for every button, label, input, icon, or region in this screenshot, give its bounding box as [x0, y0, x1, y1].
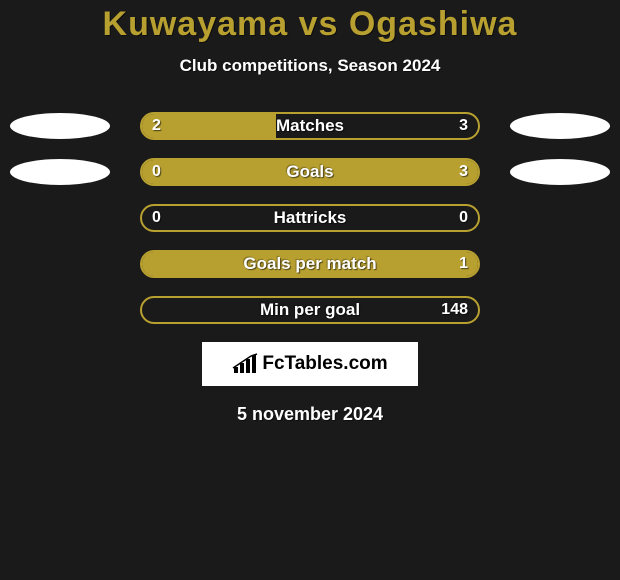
- stat-label: Goals per match: [243, 254, 376, 274]
- avatar-spacer: [10, 205, 110, 231]
- stat-row: 2 3 Matches: [0, 112, 620, 140]
- stat-label: Matches: [276, 116, 344, 136]
- bar-chart-icon: [232, 353, 258, 375]
- stat-row: 1 Goals per match: [0, 250, 620, 278]
- avatar-spacer: [510, 297, 610, 323]
- avatar-spacer: [510, 251, 610, 277]
- avatar-spacer: [510, 205, 610, 231]
- player-left-avatar: [10, 113, 110, 139]
- stat-value-right: 0: [459, 209, 468, 227]
- stat-label: Goals: [286, 162, 333, 182]
- stat-rows: 2 3 Matches 0 3 Goals 0 0 Hattricks 1 Goals per ma…: [0, 112, 620, 324]
- logo-content: FcTables.com: [232, 353, 387, 375]
- stat-value-right: 148: [441, 301, 468, 319]
- source-logo: FcTables.com: [202, 342, 418, 386]
- player-left-avatar: [10, 159, 110, 185]
- player-right-avatar: [510, 159, 610, 185]
- avatar-spacer: [10, 297, 110, 323]
- stat-bar: 0 0 Hattricks: [140, 204, 480, 232]
- stat-row: 0 3 Goals: [0, 158, 620, 186]
- stat-value-right: 3: [459, 163, 468, 181]
- stat-value-right: 1: [459, 255, 468, 273]
- stat-row: 148 Min per goal: [0, 296, 620, 324]
- stat-bar: 1 Goals per match: [140, 250, 480, 278]
- stat-value-left: 2: [152, 117, 161, 135]
- stat-value-left: 0: [152, 209, 161, 227]
- stat-bar: 0 3 Goals: [140, 158, 480, 186]
- bar-fill-left: [142, 114, 276, 138]
- stat-value-left: 0: [152, 163, 161, 181]
- stat-bar: 148 Min per goal: [140, 296, 480, 324]
- generated-date: 5 november 2024: [0, 404, 620, 425]
- logo-text: FcTables.com: [262, 353, 387, 375]
- stat-label: Min per goal: [260, 300, 360, 320]
- page-subtitle: Club competitions, Season 2024: [0, 56, 620, 76]
- stats-container: Kuwayama vs Ogashiwa Club competitions, …: [0, 0, 620, 425]
- stat-value-right: 3: [459, 117, 468, 135]
- stat-row: 0 0 Hattricks: [0, 204, 620, 232]
- stat-bar: 2 3 Matches: [140, 112, 480, 140]
- stat-label: Hattricks: [274, 208, 347, 228]
- page-title: Kuwayama vs Ogashiwa: [0, 5, 620, 44]
- player-right-avatar: [510, 113, 610, 139]
- avatar-spacer: [10, 251, 110, 277]
